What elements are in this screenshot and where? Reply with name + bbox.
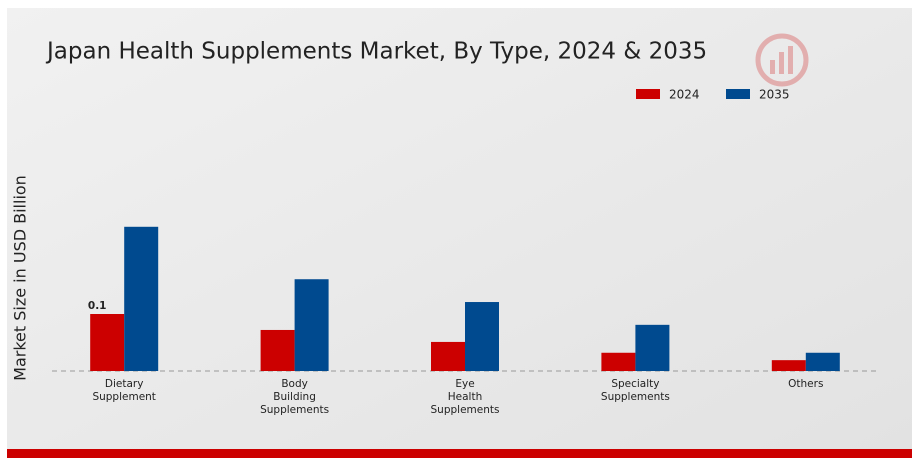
x-tick-label: Eye Health Supplements xyxy=(431,378,500,416)
x-tick-label: Body Building Supplements xyxy=(260,378,329,416)
legend-label: 2035 xyxy=(759,88,790,102)
x-tick-label: Specialty Supplements xyxy=(601,378,670,403)
bar xyxy=(771,360,806,371)
legend-swatch xyxy=(726,89,750,99)
bar xyxy=(294,279,329,371)
x-tick-label: Others xyxy=(788,378,823,390)
bar xyxy=(90,314,125,371)
bar xyxy=(805,352,840,371)
bar xyxy=(465,302,499,371)
logo xyxy=(755,33,809,87)
bar xyxy=(260,329,295,371)
bar xyxy=(601,352,636,371)
y-axis-label: Market Size in USD Billion xyxy=(11,175,30,381)
data-label: 0.1 xyxy=(88,300,107,312)
footer-bar xyxy=(7,449,912,458)
bar xyxy=(124,226,159,371)
bar xyxy=(635,324,670,371)
bar xyxy=(431,341,465,371)
x-tick-label: Dietary Supplement xyxy=(92,378,156,403)
chart-title: Japan Health Supplements Market, By Type… xyxy=(45,39,707,65)
legend-swatch xyxy=(636,89,660,99)
legend-label: 2024 xyxy=(669,88,700,102)
